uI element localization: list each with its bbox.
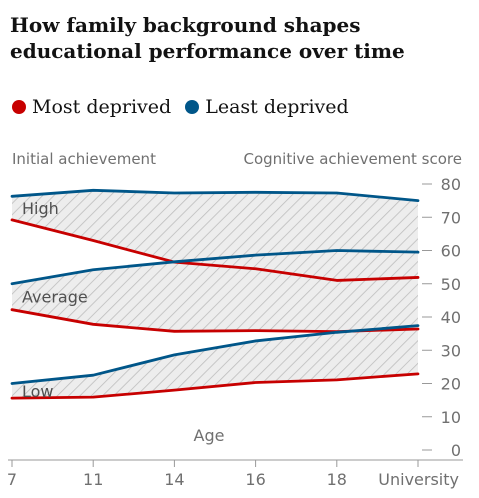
legend-label-most-deprived: Most deprived <box>32 96 172 118</box>
series-line-high-least-deprived <box>10 188 420 203</box>
series-line-high-most-deprived <box>10 218 420 282</box>
y-tick-label-80: 80 <box>441 175 461 194</box>
x-axis: 7 11 14 16 18 University Age <box>7 426 463 489</box>
y-tick-label-50: 50 <box>441 275 461 294</box>
legend-swatch-least-deprived <box>185 100 200 114</box>
x-axis-label: Age <box>194 426 225 445</box>
y-axis-label: Cognitive achievement score <box>243 150 462 168</box>
x-tick-label-7: 7 <box>7 470 17 489</box>
legend: Most deprived Least deprived <box>12 94 349 120</box>
legend-swatch-most-deprived <box>12 100 26 114</box>
lines-layer <box>10 188 420 400</box>
legend-label-least-deprived: Least deprived <box>205 96 349 118</box>
y-tick-label-40: 40 <box>441 308 461 327</box>
y-tick-label-20: 20 <box>441 375 461 394</box>
legend-item-least-deprived: Least deprived <box>185 96 349 118</box>
x-tick-label-14: 14 <box>164 470 184 489</box>
labels-layer: High Average Low <box>22 199 88 401</box>
series-line-average-least-deprived <box>10 249 420 286</box>
series-line-low-least-deprived <box>10 324 420 385</box>
group-label-high: High <box>22 199 59 218</box>
group-label-low: Low <box>22 382 54 401</box>
x-tick-label-18: 18 <box>327 470 347 489</box>
y-tick-label-10: 10 <box>441 408 461 427</box>
left-axis-label: Initial achievement <box>12 150 156 168</box>
chart-title: How family background shapes educational… <box>10 13 405 63</box>
series-line-low-most-deprived <box>10 372 420 400</box>
legend-item-most-deprived: Most deprived <box>12 96 171 118</box>
y-tick-label-60: 60 <box>441 242 461 261</box>
x-tick-label-university: University <box>378 470 459 489</box>
group-label-average: Average <box>22 288 88 307</box>
bands-layer <box>12 190 418 399</box>
y-tick-label-70: 70 <box>441 208 461 227</box>
y-tick-label-30: 30 <box>441 341 461 360</box>
y-axis: 0 10 20 30 40 50 60 70 80 Initial achievement Cogn… <box>12 150 462 460</box>
x-tick-label-16: 16 <box>245 470 265 489</box>
y-tick-label-0: 0 <box>451 441 461 460</box>
band-average <box>12 250 418 332</box>
x-tick-label-11: 11 <box>83 470 103 489</box>
